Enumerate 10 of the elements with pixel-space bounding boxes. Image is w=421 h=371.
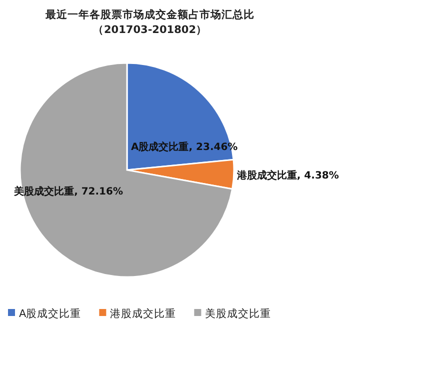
data-label: , 72.16% [74, 186, 123, 198]
slice-label: 美股成交比重 [13, 186, 74, 198]
data-label: , 4.38% [296, 170, 339, 182]
slice-label: A股成交比重 [131, 141, 189, 154]
legend-label: 港股成交比重 [110, 307, 176, 320]
chart-subtitle: （201703-201802） [92, 24, 208, 36]
slice-label: 港股成交比重 [236, 169, 297, 182]
legend-label: A股成交比重 [19, 307, 82, 320]
legend-label: 美股成交比重 [205, 307, 272, 320]
chart-title: 最近一年各股票市场成交金额占市场汇总比 [44, 8, 254, 21]
